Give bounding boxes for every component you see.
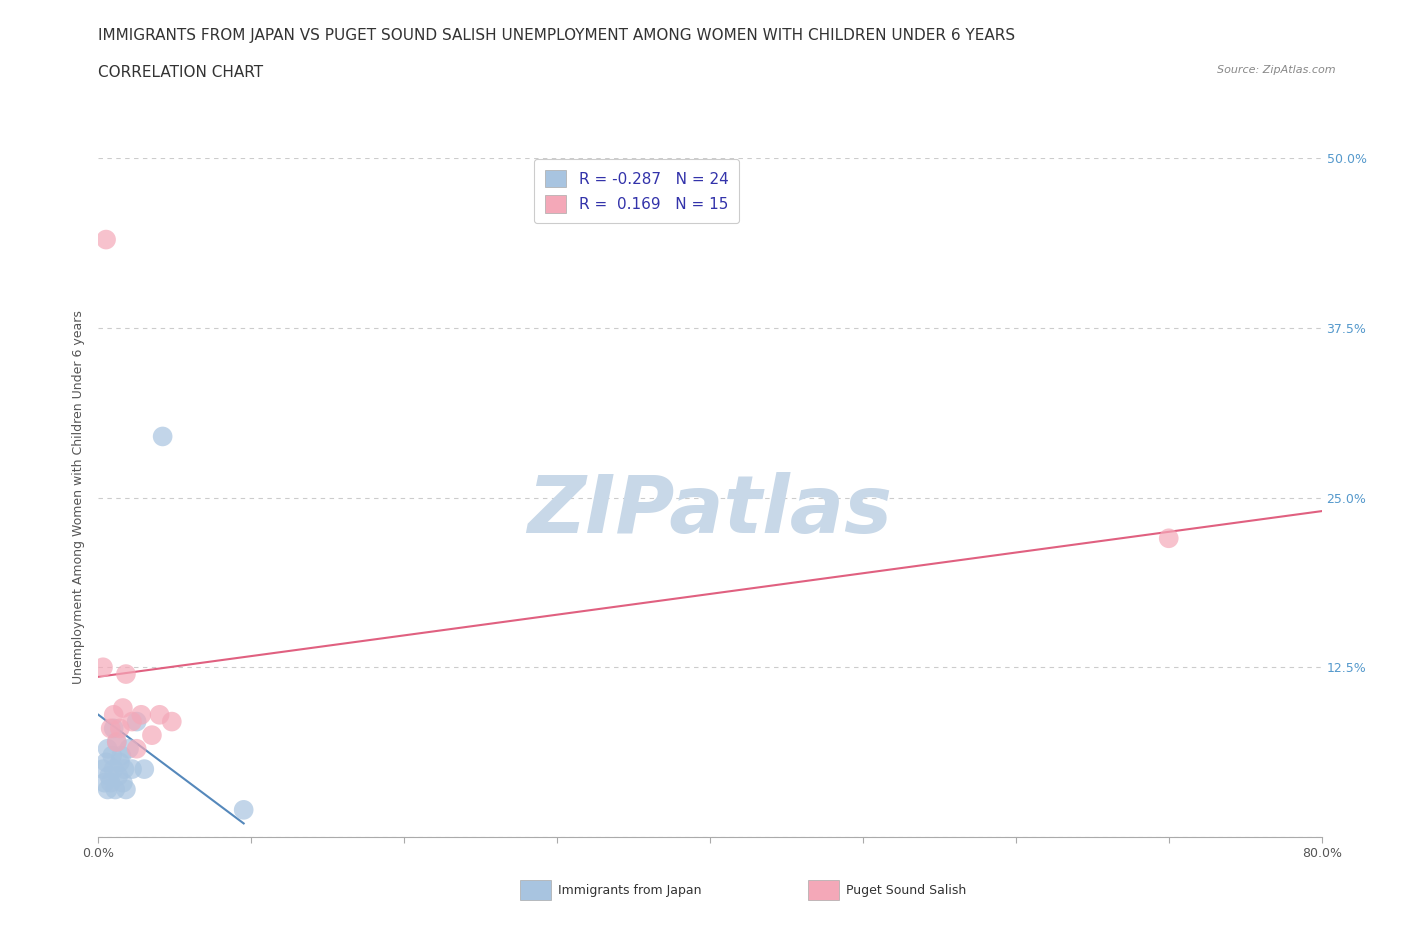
Point [105, 735, 128, 750]
Point [121, 762, 143, 777]
Point [152, 429, 174, 444]
Text: ZIPatlas: ZIPatlas [527, 472, 893, 551]
Point [91, 762, 114, 777]
Y-axis label: Unemployment Among Women with Children Under 6 years: Unemployment Among Women with Children U… [72, 311, 86, 684]
Point [160, 714, 183, 729]
Point [100, 721, 122, 736]
Text: IMMIGRANTS FROM JAPAN VS PUGET SOUND SALISH UNEMPLOYMENT AMONG WOMEN WITH CHILDR: IMMIGRANTS FROM JAPAN VS PUGET SOUND SAL… [98, 28, 1015, 43]
Point [118, 741, 141, 756]
Point [134, 762, 156, 777]
Legend: R = -0.287   N = 24, R =  0.169   N = 15: R = -0.287 N = 24, R = 0.169 N = 15 [534, 159, 740, 223]
Point [232, 803, 254, 817]
Point [100, 776, 122, 790]
Text: CORRELATION CHART: CORRELATION CHART [98, 65, 263, 80]
Text: Source: ZipAtlas.com: Source: ZipAtlas.com [1218, 65, 1336, 75]
Point [94, 232, 117, 247]
Point [107, 768, 129, 783]
Point [97, 741, 120, 756]
Point [103, 708, 125, 723]
Point [105, 735, 128, 750]
Text: Puget Sound Salish: Puget Sound Salish [846, 884, 967, 897]
Point [93, 776, 115, 790]
Point [125, 714, 148, 729]
Point [108, 755, 131, 770]
Point [129, 708, 152, 723]
Point [97, 782, 120, 797]
Point [111, 776, 134, 790]
Point [149, 708, 172, 723]
Point [110, 748, 132, 763]
Point [103, 762, 125, 777]
Point [112, 762, 135, 777]
Point [125, 741, 148, 756]
Point [91, 660, 114, 675]
Point [115, 667, 138, 682]
Point [98, 768, 121, 783]
Point [94, 755, 117, 770]
Point [121, 714, 143, 729]
Point [115, 782, 138, 797]
Point [111, 700, 134, 715]
Point [141, 727, 163, 742]
Point [101, 748, 124, 763]
Text: Immigrants from Japan: Immigrants from Japan [558, 884, 702, 897]
Point [1157, 531, 1180, 546]
Point [103, 721, 125, 736]
Point [108, 721, 131, 736]
Point [104, 782, 127, 797]
